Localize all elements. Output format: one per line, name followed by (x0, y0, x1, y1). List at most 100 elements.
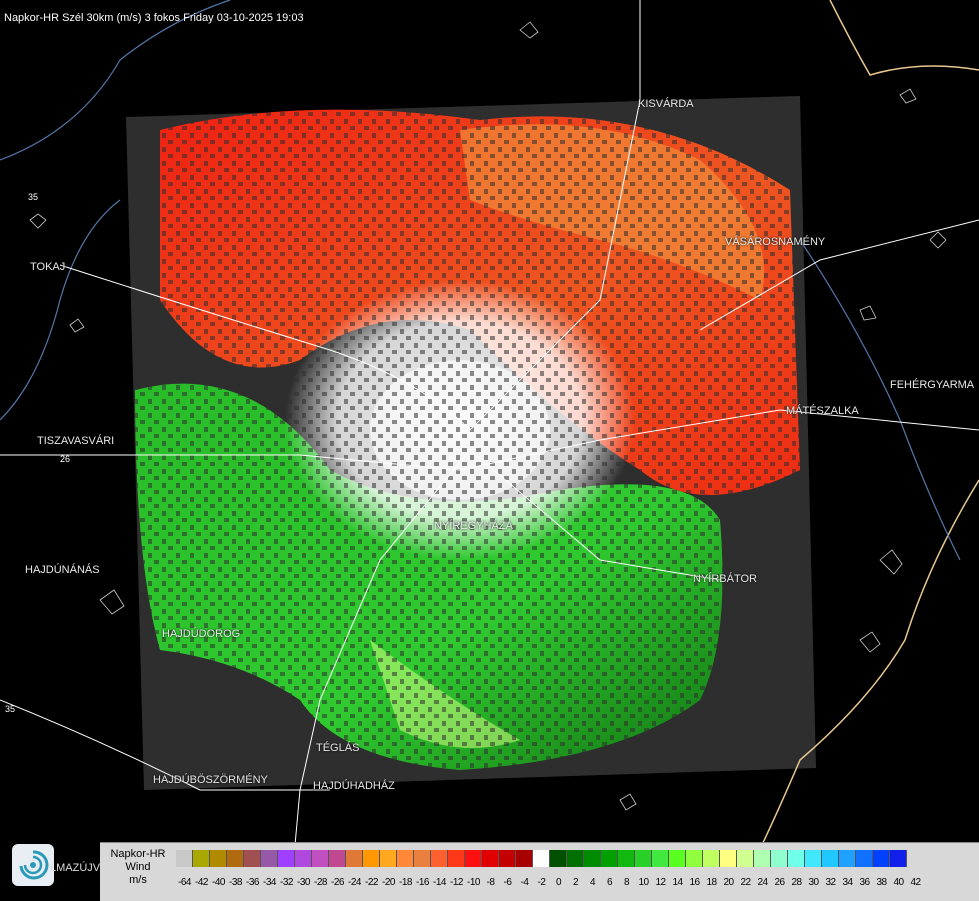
legend-tick-label: -30 (297, 877, 310, 888)
legend-swatch (397, 850, 414, 867)
legend-tick-label: -20 (382, 877, 395, 888)
town-almazujvaros: LMAZÚJVÁR (50, 862, 116, 874)
legend-tick-label: -40 (212, 877, 225, 888)
legend-tick-label: 34 (842, 877, 853, 888)
legend-swatch (737, 850, 754, 867)
legend-swatch (856, 850, 873, 867)
legend-swatch (346, 850, 363, 867)
town-kisvarda: KISVÁRDA (638, 98, 694, 110)
legend-swatch (550, 850, 567, 867)
legend-swatch (210, 850, 227, 867)
terrain-outlines (29, 21, 947, 811)
legend-swatch (703, 850, 720, 867)
legend-tick-label: -8 (486, 877, 495, 888)
legend-swatch (465, 850, 482, 867)
legend-swatch (822, 850, 839, 867)
road-number-1: 35 (28, 192, 38, 202)
road-number-2: 26 (60, 454, 70, 464)
legend-swatch (839, 850, 856, 867)
legend-swatch (754, 850, 771, 867)
legend-swatch (261, 850, 278, 867)
legend-swatches (176, 850, 907, 867)
legend-swatch (312, 850, 329, 867)
legend-swatch (193, 850, 210, 867)
legend-tick-label: -4 (520, 877, 529, 888)
legend-tick-label: -14 (433, 877, 446, 888)
legend-tick-label: 8 (623, 877, 630, 888)
town-hajduboszormeny: HAJDÚBÖSZÖRMÉNY (153, 774, 268, 786)
legend-swatch (635, 850, 652, 867)
legend-tick-label: -36 (246, 877, 259, 888)
legend-swatch (533, 850, 550, 867)
town-fehergyarmat: FEHÉRGYARMA (890, 379, 975, 391)
legend-tick-label: -2 (537, 877, 546, 888)
legend-tick-label: -24 (348, 877, 361, 888)
legend-tick-label: 38 (876, 877, 887, 888)
legend-swatch (227, 850, 244, 867)
legend-tick-label: -16 (416, 877, 429, 888)
legend-tick-label: -32 (280, 877, 293, 888)
legend-tick-label: 10 (638, 877, 649, 888)
legend-swatch (176, 850, 193, 867)
legend-swatch (686, 850, 703, 867)
legend-tick-label: 26 (774, 877, 785, 888)
legend-tick-label: -10 (467, 877, 480, 888)
legend-swatch (771, 850, 788, 867)
legend-tick-label: 30 (808, 877, 819, 888)
town-tiszavasvari: TISZAVASVÁRI (37, 435, 115, 447)
legend-tick-label: 16 (689, 877, 700, 888)
town-nyiregyhaza: NYÍREGYHÁZA (434, 520, 513, 532)
legend-swatch (601, 850, 618, 867)
legend-swatch (244, 850, 261, 867)
legend-ticks: -64 -42 -40 -38 -36 -34 -32 -30 -28 -26 -24 -22 -20-… (176, 877, 924, 888)
legend-swatch (278, 850, 295, 867)
legend-swatch (431, 850, 448, 867)
legend-swatch (329, 850, 346, 867)
legend-title: Napkor-HR Wind m/s (110, 848, 166, 886)
legend-tick-label: 4 (589, 877, 596, 888)
legend-tick-label: 32 (825, 877, 836, 888)
legend-swatch (414, 850, 431, 867)
legend-swatch (873, 850, 890, 867)
legend-tick-label: 18 (706, 877, 717, 888)
legend-tick-label: -22 (365, 877, 378, 888)
legend-tick-label: 36 (859, 877, 870, 888)
legend-tick-label: 28 (791, 877, 802, 888)
legend-tick-label: -12 (450, 877, 463, 888)
legend-tick-label: 14 (672, 877, 683, 888)
town-mateszalka: MÁTÉSZALKA (786, 405, 859, 417)
country-border (829, 0, 979, 76)
legend-swatch (618, 850, 635, 867)
legend-swatch (363, 850, 380, 867)
legend-swatch (482, 850, 499, 867)
legend-swatch (295, 850, 312, 867)
road-network (0, 409, 979, 471)
legend-swatch (652, 850, 669, 867)
town-hajduhadhaz: HAJDÚHADHÁZ (313, 780, 395, 792)
map-title: Napkor-HR Szél 30km (m/s) 3 fokos Friday… (4, 12, 304, 24)
legend-swatch (448, 850, 465, 867)
town-tokaj: TOKAJ (30, 261, 66, 273)
legend-swatch (499, 850, 516, 867)
legend-tick-label: 2 (572, 877, 579, 888)
legend-tick-label: -6 (503, 877, 512, 888)
town-teglas: TÉGLÁS (316, 742, 360, 754)
legend-tick-label: 42 (910, 877, 921, 888)
town-nyirbator: NYÍRBÁTOR (693, 573, 757, 585)
town-vasarosnameny: VÁSÁROSNAMÉNY (725, 236, 826, 248)
legend-tick-label: -34 (263, 877, 276, 888)
legend-swatch (380, 850, 397, 867)
legend-tick-label: 20 (723, 877, 734, 888)
legend-swatch (788, 850, 805, 867)
legend-swatch (584, 850, 601, 867)
legend-tick-label: -28 (314, 877, 327, 888)
legend-tick-label: -18 (399, 877, 412, 888)
road-number-3: 35 (5, 704, 15, 714)
legend-swatch (805, 850, 822, 867)
legend-tick-label: 40 (893, 877, 904, 888)
wind-legend: Napkor-HR Wind m/s -64 -42 -40 -38 -36 -34 -32… (100, 842, 979, 901)
town-hajdudorog: HAJDÚDOROG (162, 628, 241, 640)
river-tisza (0, 0, 231, 161)
town-hajdunanas: HAJDÚNÁNÁS (25, 564, 100, 576)
